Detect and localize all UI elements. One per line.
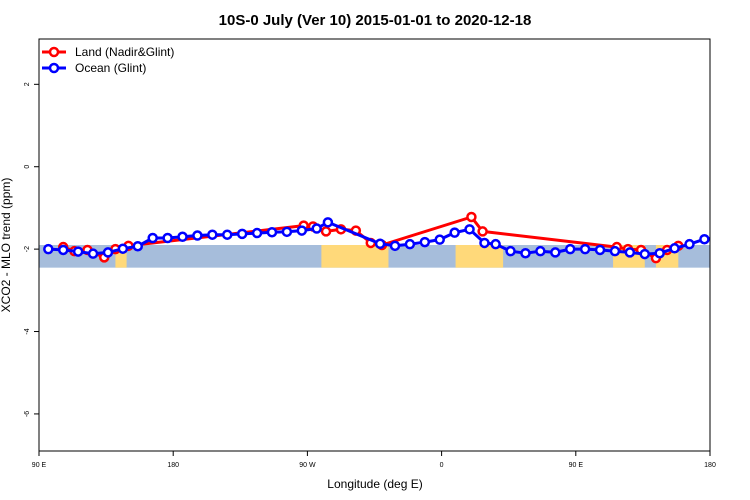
data-point bbox=[102, 247, 114, 258]
y-tick-label: -2 bbox=[24, 246, 31, 252]
data-point bbox=[477, 226, 488, 237]
y-tick-label: 0 bbox=[24, 165, 31, 169]
y-axis: 2 0 -2 -4 -6 bbox=[24, 82, 39, 417]
data-point bbox=[639, 248, 651, 260]
data-point bbox=[594, 244, 606, 256]
chart-title: 10S-0 July (Ver 10) 2015-01-01 to 2020-1… bbox=[219, 12, 532, 29]
data-point bbox=[320, 226, 332, 237]
legend-marker-land bbox=[48, 46, 60, 58]
data-point bbox=[162, 232, 173, 244]
data-point bbox=[311, 223, 322, 234]
data-point bbox=[207, 229, 218, 240]
legend-item-land: Land (Nadir&Glint) bbox=[42, 45, 174, 59]
x-tick-label: 90 W bbox=[299, 462, 316, 469]
x-tick-label: 0 bbox=[440, 462, 444, 469]
data-point bbox=[464, 224, 475, 235]
data-point bbox=[57, 244, 69, 256]
data-point bbox=[564, 243, 576, 255]
data-point bbox=[266, 226, 278, 238]
data-point bbox=[177, 231, 188, 243]
data-point bbox=[579, 243, 591, 255]
data-point bbox=[132, 240, 144, 252]
y-tick-label: -6 bbox=[24, 411, 31, 417]
y-axis-label: XCO2 - MLO trend (ppm) bbox=[0, 178, 13, 313]
data-point bbox=[389, 240, 401, 252]
data-point bbox=[147, 232, 158, 244]
data-point bbox=[520, 247, 531, 259]
data-point bbox=[624, 247, 636, 258]
data-point bbox=[684, 238, 695, 250]
legend: Land (Nadir&Glint) Ocean (Glint) bbox=[42, 45, 174, 75]
series-layer bbox=[43, 211, 721, 264]
data-point bbox=[43, 243, 54, 255]
plot-frame bbox=[38, 38, 711, 452]
data-point bbox=[404, 238, 416, 250]
data-point bbox=[281, 226, 293, 238]
data-point bbox=[449, 227, 460, 238]
x-axis: 90 E 180 90 W 0 90 E 180 bbox=[32, 451, 716, 469]
data-point bbox=[654, 247, 665, 259]
data-point bbox=[669, 243, 680, 254]
legend-marker-ocean bbox=[48, 62, 60, 74]
series-ocean bbox=[43, 217, 721, 260]
y-tick-label: -4 bbox=[24, 328, 31, 334]
legend-label-ocean: Ocean (Glint) bbox=[75, 61, 146, 75]
data-point bbox=[222, 229, 233, 240]
data-point bbox=[535, 245, 546, 257]
x-tick-label: 90 E bbox=[32, 462, 47, 469]
data-point bbox=[87, 248, 99, 259]
data-point bbox=[699, 233, 710, 245]
land-region bbox=[115, 245, 127, 268]
data-point bbox=[713, 234, 721, 242]
x-tick-label: 180 bbox=[704, 462, 716, 469]
x-tick-label: 180 bbox=[167, 462, 179, 469]
land-region bbox=[321, 245, 389, 268]
legend-item-ocean: Ocean (Glint) bbox=[42, 61, 146, 75]
data-point bbox=[117, 243, 129, 254]
legend-label-land: Land (Nadir&Glint) bbox=[75, 45, 174, 59]
land-region bbox=[455, 245, 504, 268]
data-point bbox=[72, 246, 84, 257]
x-tick-label: 90 E bbox=[569, 462, 584, 469]
data-point bbox=[192, 230, 203, 241]
y-tick-label: 2 bbox=[24, 82, 31, 86]
data-point bbox=[296, 225, 308, 236]
data-point bbox=[466, 211, 477, 223]
data-point bbox=[490, 238, 501, 250]
data-point bbox=[251, 227, 263, 239]
data-point bbox=[322, 217, 334, 228]
data-point bbox=[434, 234, 445, 245]
data-point bbox=[479, 237, 490, 249]
data-point bbox=[505, 245, 516, 257]
data-point bbox=[419, 236, 431, 248]
x-axis-label: Longitude (deg E) bbox=[327, 477, 422, 491]
data-point bbox=[236, 228, 248, 240]
data-point bbox=[609, 245, 621, 257]
data-point bbox=[374, 238, 386, 250]
data-point bbox=[550, 247, 561, 258]
